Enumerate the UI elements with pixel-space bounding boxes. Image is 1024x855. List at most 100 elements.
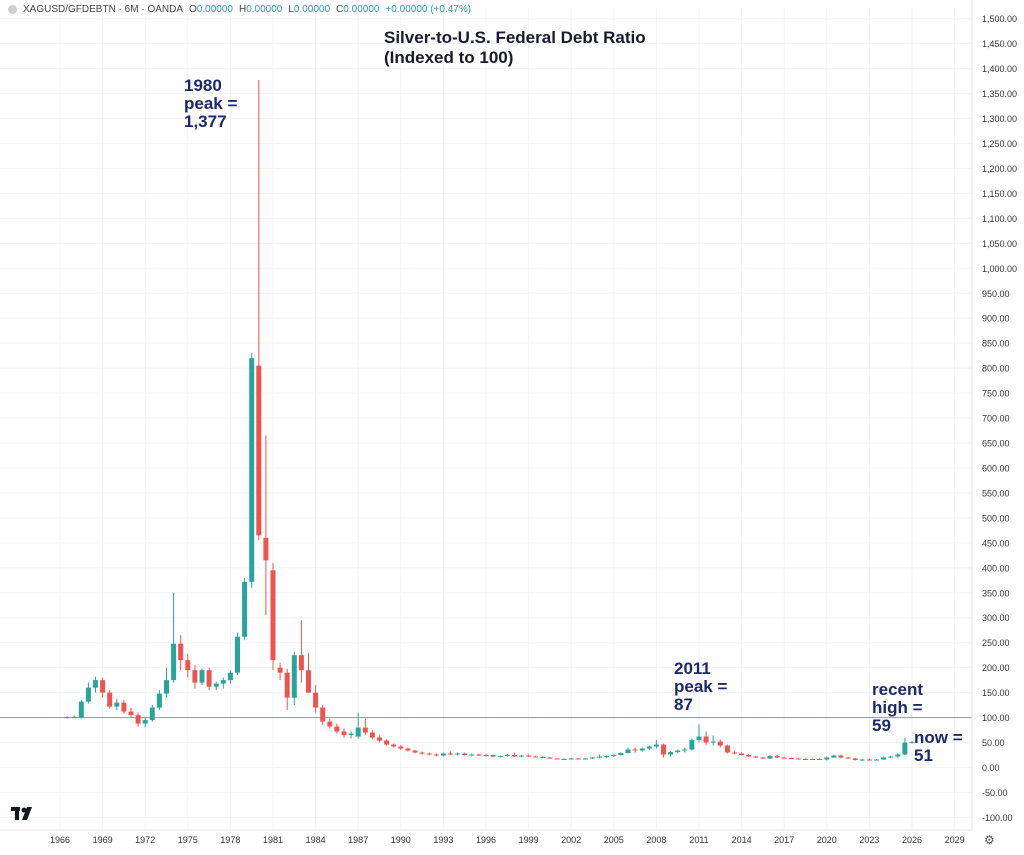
candle-up [114,698,120,711]
candle-body [192,670,198,683]
candle-down [362,718,368,735]
candle-body [909,742,915,744]
candle-up [93,676,98,693]
candle-up [618,752,624,756]
candle-down [724,744,730,754]
candle-body [142,720,148,724]
candle-down [313,685,319,713]
candle-body [256,365,262,536]
candle-up [824,756,830,761]
candle-down [341,728,347,738]
candle-body [249,358,255,582]
candle-body [433,754,439,756]
candle-body [689,740,695,750]
candle-up [682,747,688,753]
candle-up [355,712,361,739]
candle-body [497,756,503,758]
candle-body [242,581,248,637]
candle-body [185,660,191,671]
candle-down [774,755,780,759]
y-tick-label: 800.00 [982,364,1010,374]
candle-body [504,755,510,757]
candle-up [78,700,84,719]
x-tick-label: 1978 [220,835,240,845]
candle-body [334,726,340,732]
candle-body [220,680,226,684]
x-axis: 1966 1969 1972 1975 1978 1981 1984 1987 1990 1993… [0,829,972,845]
x-tick-label: 1984 [306,835,326,845]
candle-body [696,736,702,741]
candle-down [717,739,723,748]
candle-body [611,755,617,757]
x-tick-label: 2029 [945,835,965,845]
candle-body [362,727,368,733]
symbol-name[interactable]: XAGUSD/GFDEBTN · 6M · OANDA [23,4,184,15]
x-tick-label: 1969 [93,835,113,845]
candle-body [213,683,219,687]
candle-body [561,759,567,761]
candle-up [597,754,603,759]
x-tick-label: 1999 [519,835,539,845]
tradingview-logo-icon[interactable] [10,803,38,823]
candle-up [675,749,681,754]
y-tick-label: 850.00 [982,339,1010,349]
candle-body [298,655,304,671]
candle-up [710,735,716,746]
y-tick-label: 1,150.00 [982,189,1017,199]
candle-down [760,757,766,760]
candle-body [455,753,461,755]
x-tick-label: 1987 [348,835,368,845]
candle-body [440,753,446,756]
x-tick-label: 1990 [391,835,411,845]
y-axis: 1,500.00 1,450.00 1,400.00 1,350.00 1,300.00… [971,0,1017,830]
candle-down [306,652,311,693]
candle-down [178,635,184,671]
candle-body [632,749,638,751]
candle-body [746,755,752,757]
annotation-recent-high: recent high = 59 [872,680,924,735]
candle-body [448,753,453,755]
candle-up [348,731,354,739]
candle-body [71,717,77,719]
y-tick-label: 200.00 [982,663,1010,673]
y-tick-label: 100.00 [982,713,1010,723]
candle-body [135,715,141,724]
candle-down [462,752,468,756]
candle-up [810,758,816,761]
candle-body [320,707,326,722]
candle-down [852,758,858,761]
candle-body [419,752,425,754]
y-tick-label: 1,300.00 [982,114,1017,124]
x-tick-label: 1996 [476,835,496,845]
candle-body [781,757,787,759]
gear-icon[interactable]: ⚙ [984,833,995,847]
candle-body [675,750,681,753]
candle-up [874,759,879,761]
candle-up [291,651,297,706]
grid-lines [0,8,972,828]
candle-up [64,716,70,719]
candle-down [384,739,390,746]
candle-up [881,756,887,761]
candle-body [803,759,808,761]
candle-up [561,758,567,761]
candle-down [838,754,844,759]
candle-down [206,667,212,691]
candle-down [327,718,333,729]
candle-body [902,742,908,755]
candles [64,80,915,762]
y-tick-label: 450.00 [982,538,1010,548]
candle-down [739,752,745,756]
candle-up [455,752,461,756]
x-tick-label: 2005 [604,835,624,845]
candle-body [227,672,233,681]
candle-up [646,745,652,751]
candle-body [171,643,177,681]
x-tick-label: 2002 [561,835,581,845]
ohlc-change: +0.00000 (+0.47%) [385,4,472,15]
y-tick-label: 900.00 [982,314,1010,324]
candle-down [128,707,134,718]
candle-down [320,705,326,726]
candle-body [341,731,347,736]
